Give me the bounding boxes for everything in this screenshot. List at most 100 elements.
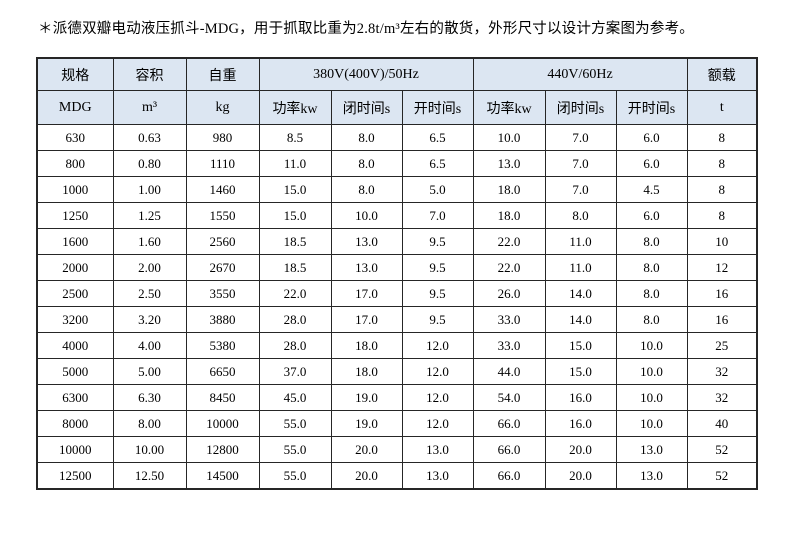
cell-deadweight-kg: 8450: [185, 384, 260, 411]
spec-table-header: 规格 容积 自重 380V(400V)/50Hz 440V/60Hz 额载 MD…: [36, 57, 758, 125]
cell-rated-load-t: 8: [686, 202, 758, 229]
cell-open-time-s-50hz: 9.5: [401, 306, 474, 333]
cell-capacity-m3: 1.60: [112, 228, 187, 255]
cell-open-time-s-50hz: 12.0: [401, 358, 474, 385]
cell-open-time-s-50hz: 12.0: [401, 332, 474, 359]
header-group-380v-50hz: 380V(400V)/50Hz: [258, 57, 474, 91]
cell-open-time-s-60hz: 8.0: [615, 228, 688, 255]
cell-capacity-m3: 2.00: [112, 254, 187, 281]
unit-close-time-50hz: 闭时间s: [330, 90, 403, 125]
cell-spec-mdg: 6300: [36, 384, 114, 411]
cell-open-time-s-50hz: 5.0: [401, 176, 474, 203]
header-group-440v-60hz: 440V/60Hz: [472, 57, 688, 91]
cell-power-kw-60hz: 33.0: [472, 332, 546, 359]
cell-close-time-s-50hz: 13.0: [330, 254, 403, 281]
cell-power-kw-60hz: 22.0: [472, 228, 546, 255]
cell-power-kw-50hz: 18.5: [258, 228, 332, 255]
cell-open-time-s-60hz: 10.0: [615, 332, 688, 359]
cell-power-kw-50hz: 22.0: [258, 280, 332, 307]
cell-deadweight-kg: 10000: [185, 410, 260, 437]
cell-rated-load-t: 8: [686, 150, 758, 177]
cell-rated-load-t: 8: [686, 124, 758, 151]
cell-close-time-s-50hz: 19.0: [330, 410, 403, 437]
cell-deadweight-kg: 1460: [185, 176, 260, 203]
cell-close-time-s-50hz: 19.0: [330, 384, 403, 411]
table-row: 4000 4.00 5380 28.0 18.0 12.0 33.0 15.0 10.0 25: [36, 332, 758, 359]
cell-spec-mdg: 12500: [36, 462, 114, 490]
cell-spec-mdg: 1600: [36, 228, 114, 255]
cell-deadweight-kg: 1110: [185, 150, 260, 177]
cell-spec-mdg: 1000: [36, 176, 114, 203]
cell-power-kw-50hz: 15.0: [258, 202, 332, 229]
cell-power-kw-60hz: 26.0: [472, 280, 546, 307]
cell-open-time-s-50hz: 7.0: [401, 202, 474, 229]
cell-close-time-s-60hz: 16.0: [544, 384, 617, 411]
cell-deadweight-kg: 2560: [185, 228, 260, 255]
cell-close-time-s-50hz: 20.0: [330, 462, 403, 490]
cell-open-time-s-60hz: 13.0: [615, 436, 688, 463]
cell-close-time-s-50hz: 17.0: [330, 306, 403, 333]
cell-close-time-s-50hz: 8.0: [330, 150, 403, 177]
cell-power-kw-50hz: 11.0: [258, 150, 332, 177]
table-row: 10000 10.00 12800 55.0 20.0 13.0 66.0 20.0 13.0 5…: [36, 436, 758, 463]
cell-rated-load-t: 40: [686, 410, 758, 437]
unit-m3: m³: [112, 90, 187, 125]
cell-power-kw-50hz: 45.0: [258, 384, 332, 411]
cell-open-time-s-50hz: 12.0: [401, 384, 474, 411]
cell-rated-load-t: 52: [686, 462, 758, 490]
header-row-groups: 规格 容积 自重 380V(400V)/50Hz 440V/60Hz 额载: [36, 57, 758, 91]
cell-power-kw-50hz: 55.0: [258, 410, 332, 437]
cell-open-time-s-50hz: 9.5: [401, 254, 474, 281]
cell-close-time-s-60hz: 11.0: [544, 228, 617, 255]
spec-table: 规格 容积 自重 380V(400V)/50Hz 440V/60Hz 额载 MD…: [36, 57, 759, 490]
cell-power-kw-60hz: 33.0: [472, 306, 546, 333]
header-capacity: 容积: [112, 57, 187, 91]
cell-power-kw-60hz: 22.0: [472, 254, 546, 281]
cell-capacity-m3: 2.50: [112, 280, 187, 307]
cell-power-kw-60hz: 66.0: [472, 410, 546, 437]
unit-kg: kg: [185, 90, 260, 125]
cell-rated-load-t: 8: [686, 176, 758, 203]
cell-power-kw-60hz: 66.0: [472, 436, 546, 463]
cell-open-time-s-60hz: 6.0: [615, 202, 688, 229]
cell-power-kw-60hz: 54.0: [472, 384, 546, 411]
cell-power-kw-60hz: 10.0: [472, 124, 546, 151]
cell-deadweight-kg: 3550: [185, 280, 260, 307]
cell-capacity-m3: 1.25: [112, 202, 187, 229]
table-row: 3200 3.20 3880 28.0 17.0 9.5 33.0 14.0 8.0 16: [36, 306, 758, 333]
cell-open-time-s-60hz: 10.0: [615, 358, 688, 385]
cell-close-time-s-60hz: 14.0: [544, 280, 617, 307]
cell-capacity-m3: 6.30: [112, 384, 187, 411]
cell-spec-mdg: 800: [36, 150, 114, 177]
cell-close-time-s-50hz: 10.0: [330, 202, 403, 229]
cell-open-time-s-60hz: 8.0: [615, 306, 688, 333]
table-row: 1600 1.60 2560 18.5 13.0 9.5 22.0 11.0 8.0 10: [36, 228, 758, 255]
cell-spec-mdg: 2000: [36, 254, 114, 281]
cell-spec-mdg: 5000: [36, 358, 114, 385]
cell-deadweight-kg: 1550: [185, 202, 260, 229]
cell-open-time-s-50hz: 9.5: [401, 228, 474, 255]
cell-capacity-m3: 10.00: [112, 436, 187, 463]
header-row-units: MDG m³ kg 功率kw 闭时间s 开时间s 功率kw 闭时间s 开时间s …: [36, 90, 758, 125]
product-note-title: ＊派德双瓣电动液压抓斗-MDG，用于抓取比重为2.8t/m³左右的散货，外形尺寸…: [38, 21, 694, 37]
table-row: 800 0.80 1110 11.0 8.0 6.5 13.0 7.0 6.0 8: [36, 150, 758, 177]
table-row: 8000 8.00 10000 55.0 19.0 12.0 66.0 16.0 10.0 40: [36, 410, 758, 437]
cell-power-kw-60hz: 18.0: [472, 202, 546, 229]
unit-open-time-60hz: 开时间s: [615, 90, 688, 125]
table-row: 12500 12.50 14500 55.0 20.0 13.0 66.0 20.0 13.0 5…: [36, 462, 758, 490]
cell-close-time-s-50hz: 17.0: [330, 280, 403, 307]
cell-open-time-s-60hz: 13.0: [615, 462, 688, 490]
cell-rated-load-t: 32: [686, 358, 758, 385]
cell-power-kw-50hz: 55.0: [258, 436, 332, 463]
cell-open-time-s-60hz: 10.0: [615, 384, 688, 411]
cell-capacity-m3: 12.50: [112, 462, 187, 490]
cell-rated-load-t: 12: [686, 254, 758, 281]
table-row: 5000 5.00 6650 37.0 18.0 12.0 44.0 15.0 10.0 32: [36, 358, 758, 385]
cell-close-time-s-50hz: 18.0: [330, 332, 403, 359]
cell-power-kw-50hz: 15.0: [258, 176, 332, 203]
cell-spec-mdg: 630: [36, 124, 114, 151]
cell-deadweight-kg: 2670: [185, 254, 260, 281]
cell-capacity-m3: 1.00: [112, 176, 187, 203]
cell-close-time-s-50hz: 18.0: [330, 358, 403, 385]
